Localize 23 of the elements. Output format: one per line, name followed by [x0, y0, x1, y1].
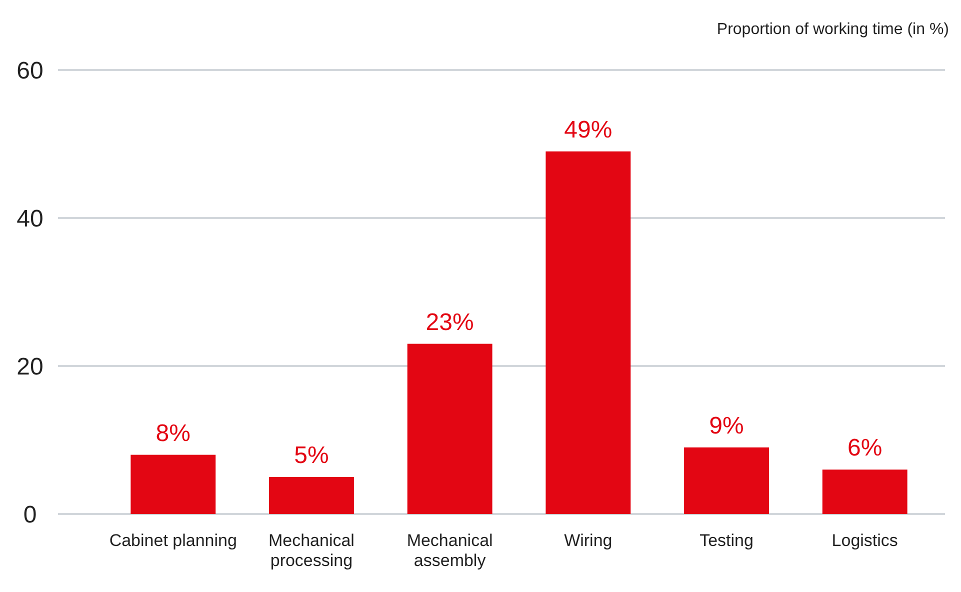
bar	[684, 447, 769, 514]
data-label: 23%	[426, 308, 474, 336]
x-tick-label: Logistics	[832, 531, 898, 550]
bar	[822, 470, 908, 514]
y-tick-label: 0	[23, 501, 37, 528]
bar	[407, 344, 492, 514]
bar	[546, 151, 631, 514]
data-label: 8%	[156, 420, 190, 447]
data-label: 9%	[709, 412, 744, 440]
x-tick-label: Mechanical assembly	[406, 531, 493, 570]
bar	[130, 454, 216, 514]
data-label: 6%	[848, 434, 882, 462]
y-tick-label: 20	[16, 353, 44, 380]
data-label: 5%	[294, 442, 329, 469]
bar	[269, 477, 354, 514]
y-tick-label: 40	[16, 205, 44, 232]
y-axis-title: Proportion of working time (in %)	[716, 21, 949, 38]
x-tick-label: Wiring	[564, 531, 612, 550]
data-label: 49%	[564, 116, 612, 144]
x-tick-label: Mechanical processing	[268, 531, 354, 570]
x-tick-label: Testing	[700, 531, 754, 550]
x-tick-label: Cabinet planning	[109, 531, 237, 550]
y-tick-label: 60	[16, 57, 44, 84]
